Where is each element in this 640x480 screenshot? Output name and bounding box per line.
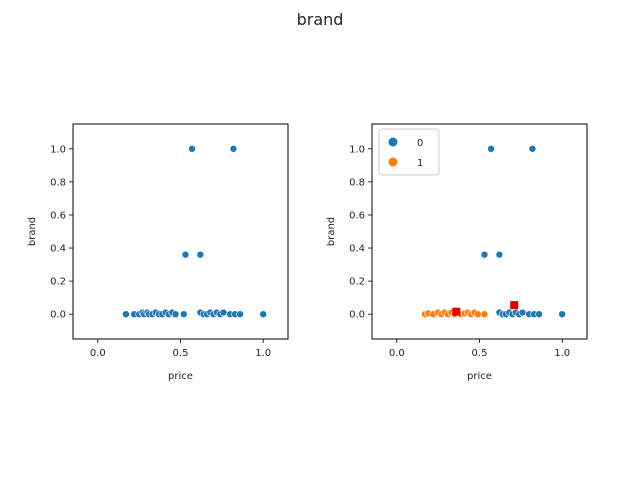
y-tick-label: 1.0 [50,144,66,155]
x-tick-label: 1.0 [554,348,570,359]
y-tick-label: 0.4 [349,244,365,255]
y-tick-label: 1.0 [349,144,365,155]
scatter-point-class-0 [518,308,527,317]
x-axis-label: price [467,371,492,382]
centroid-marker [510,301,519,310]
y-tick-label: 0.0 [50,310,66,321]
x-tick-label: 0.0 [90,348,106,359]
y-tick-label: 0.6 [50,210,66,221]
x-tick-label: 0.5 [173,348,189,359]
legend-label-1: 1 [417,158,423,169]
scatter-point-series [188,145,196,153]
scatter-point-class-1 [474,310,482,318]
legend-marker-0 [388,137,398,147]
y-axis-label: brand [27,217,38,246]
scatter-point-series [259,310,267,318]
legend-box [378,128,440,176]
y-axis-label: brand [326,217,337,246]
x-tick-label: 0.5 [472,348,488,359]
scatter-point-series [180,310,188,318]
left-scatter-plot: 0.0 0.5 1.0 0.0 0.2 0.4 0.6 0.8 1.0 price brand [27,123,289,382]
x-tick-label: 0.0 [389,348,405,359]
y-tick-label: 0.0 [349,310,365,321]
y-tick-label: 0.2 [349,277,365,288]
axes-frame [72,123,289,340]
centroid-marker [452,307,461,316]
scatter-point-class-1 [480,310,489,318]
scatter-point-series [236,310,244,318]
y-tick-label: 0.8 [349,177,365,188]
y-tick-label: 0.8 [50,177,66,188]
scatter-point-class-0 [495,250,504,259]
scatter-point-class-0 [528,145,537,153]
scatter-point-series [122,310,130,318]
legend-label-0: 0 [417,138,423,149]
scatter-point-class-0 [558,310,566,318]
x-tick-label: 1.0 [255,348,271,359]
scatter-point-series [196,250,205,259]
right-scatter-plot: 0.0 0.5 1.0 0.0 0.2 0.4 0.6 0.8 1.0 price brand 0 1 [326,123,588,382]
legend-marker-1 [388,157,398,167]
scatter-point-series [219,308,228,317]
y-tick-label: 0.2 [50,277,66,288]
scatter-point-class-0 [487,145,495,153]
y-tick-label: 0.4 [50,244,66,255]
y-tick-label: 0.6 [349,210,365,221]
scatter-point-series [171,310,180,318]
scatter-point-series [229,145,238,153]
scatter-point-class-0 [535,310,543,318]
scatter-point-class-0 [480,250,489,259]
scatter-point-series [181,250,190,259]
figure-suptitle: brand [297,10,344,29]
x-axis-label: price [168,371,193,382]
